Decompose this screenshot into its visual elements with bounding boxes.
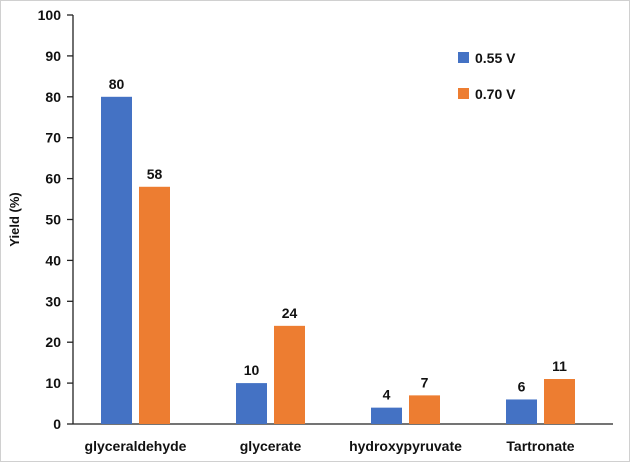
y-tick-label: 30 (45, 293, 61, 309)
y-tick-label: 60 (45, 171, 61, 187)
x-tick-label: Tartronate (506, 438, 574, 454)
x-tick-label: glyceraldehyde (85, 438, 187, 454)
data-label: 11 (552, 358, 567, 374)
data-label: 58 (147, 166, 163, 182)
legend: 0.55 V 0.70 V (458, 50, 516, 102)
y-tick-label: 70 (45, 130, 61, 146)
y-axis: 0 10 20 30 40 50 60 70 80 90 100 (38, 7, 74, 432)
x-axis: glyceraldehyde glycerate hydroxypyruvate Ta… (73, 423, 613, 454)
legend-label: 0.55 V (475, 50, 516, 66)
legend-swatch (458, 52, 469, 63)
data-label: 7 (421, 374, 429, 390)
y-tick-label: 20 (45, 334, 61, 350)
bar (101, 96, 132, 425)
bar (506, 399, 537, 424)
legend-swatch (458, 88, 469, 99)
data-label: 80 (109, 76, 125, 92)
y-tick-label: 10 (45, 375, 61, 391)
x-tick-label: hydroxypyruvate (349, 438, 462, 454)
bar (274, 325, 305, 424)
y-axis-title: Yield (%) (7, 192, 22, 246)
bar (544, 379, 575, 424)
data-labels: 80 58 10 24 4 7 6 11 (109, 76, 567, 403)
bar (409, 395, 440, 424)
legend-label: 0.70 V (475, 86, 516, 102)
data-label: 24 (282, 305, 298, 321)
x-tick-label: glycerate (240, 438, 302, 454)
bars (101, 96, 575, 425)
bar (371, 407, 402, 424)
data-label: 4 (383, 387, 391, 403)
y-tick-label: 50 (45, 212, 61, 228)
y-tick-label: 100 (38, 7, 62, 23)
y-tick-label: 40 (45, 252, 61, 268)
data-label: 10 (244, 362, 260, 378)
data-label: 6 (518, 378, 526, 394)
y-tick-label: 0 (53, 416, 61, 432)
bar (236, 383, 267, 424)
y-tick-label: 80 (45, 89, 61, 105)
y-tick-label: 90 (45, 48, 61, 64)
bar (139, 186, 170, 424)
